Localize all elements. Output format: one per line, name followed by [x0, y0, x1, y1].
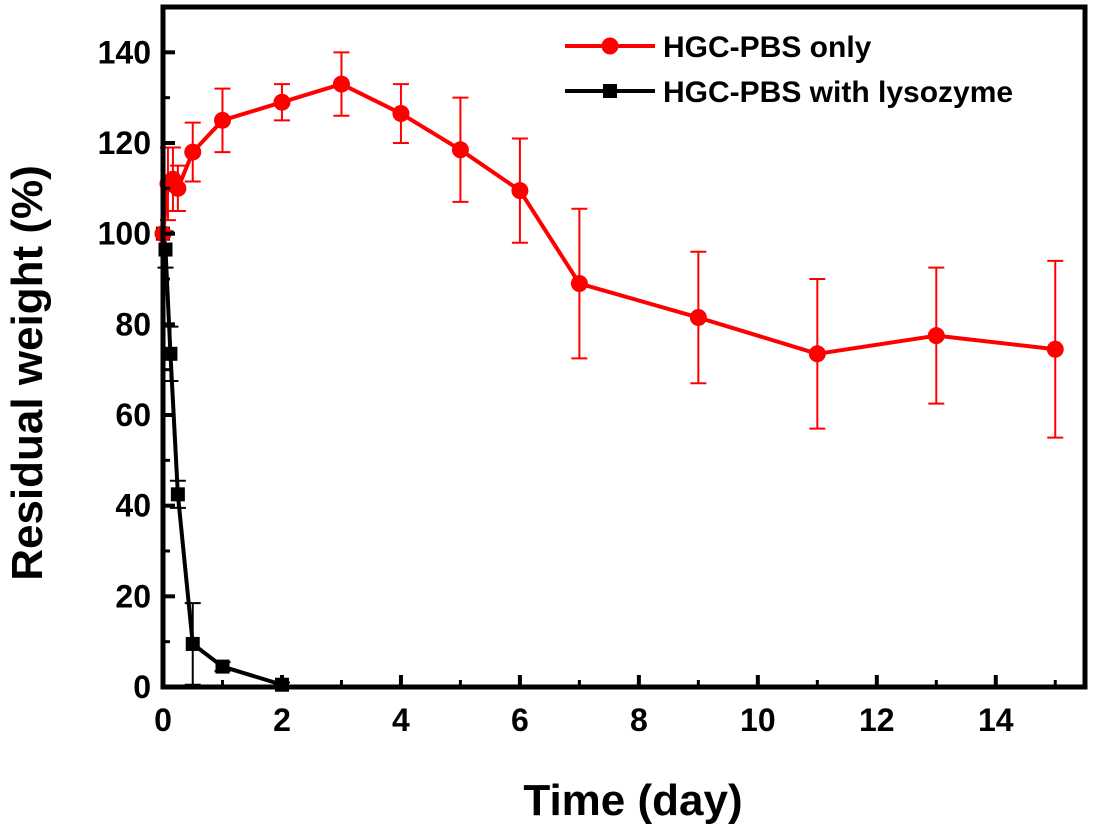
data-point-pbs-only	[451, 141, 469, 159]
data-point-pbs-only	[332, 75, 350, 93]
y-tick-label: 140	[98, 34, 151, 70]
data-point-pbs-only	[169, 179, 187, 197]
data-point-pbs-only	[273, 93, 291, 111]
x-tick-label: 8	[630, 702, 648, 738]
data-point-with-lysozyme	[215, 659, 230, 674]
legend-label-pbs-only: HGC-PBS only	[663, 31, 872, 64]
data-point-pbs-only	[1046, 340, 1064, 358]
legend-label-with-lysozyme: HGC-PBS with lysozyme	[663, 76, 1013, 109]
x-tick-label: 2	[273, 702, 291, 738]
data-point-pbs-only	[511, 182, 529, 200]
series-markers	[154, 75, 1064, 692]
data-point-pbs-only	[184, 143, 202, 161]
plot-frame	[160, 4, 1088, 690]
x-tick-label: 4	[392, 702, 410, 738]
x-tick-label: 6	[511, 702, 529, 738]
y-tick-label: 60	[115, 397, 151, 433]
y-tick-label: 0	[133, 669, 151, 705]
y-tick-label: 100	[98, 216, 151, 252]
data-point-with-lysozyme	[185, 636, 200, 651]
data-point-pbs-only	[570, 275, 588, 293]
data-point-pbs-only	[213, 111, 231, 129]
y-tick-label: 80	[115, 306, 151, 342]
x-tick-label: 10	[740, 702, 776, 738]
x-tick-label: 12	[859, 702, 895, 738]
x-axis-title: Time (day)	[523, 776, 742, 825]
series-line-pbs-only	[161, 82, 1056, 356]
legend-marker-pbs-only	[601, 37, 619, 55]
y-tick-label: 40	[115, 488, 151, 524]
data-point-pbs-only	[808, 345, 826, 363]
data-point-pbs-only	[927, 327, 945, 345]
error-bars	[157, 51, 1064, 688]
y-tick-label: 120	[98, 125, 151, 161]
x-tick-label: 0	[154, 702, 172, 738]
data-point-with-lysozyme	[170, 487, 185, 502]
legend: HGC-PBS only HGC-PBS with lysozyme	[565, 31, 1013, 109]
data-point-with-lysozyme	[163, 346, 178, 361]
data-point-pbs-only	[392, 105, 410, 123]
y-axis-title: Residual weight (%)	[3, 165, 52, 581]
legend-marker-with-lysozyme	[603, 84, 617, 98]
x-tick-label: 14	[978, 702, 1014, 738]
series-lines	[161, 82, 1056, 687]
data-point-pbs-only	[689, 309, 707, 327]
series-line-with-lysozyme	[161, 233, 283, 687]
y-tick-label: 20	[115, 578, 151, 614]
